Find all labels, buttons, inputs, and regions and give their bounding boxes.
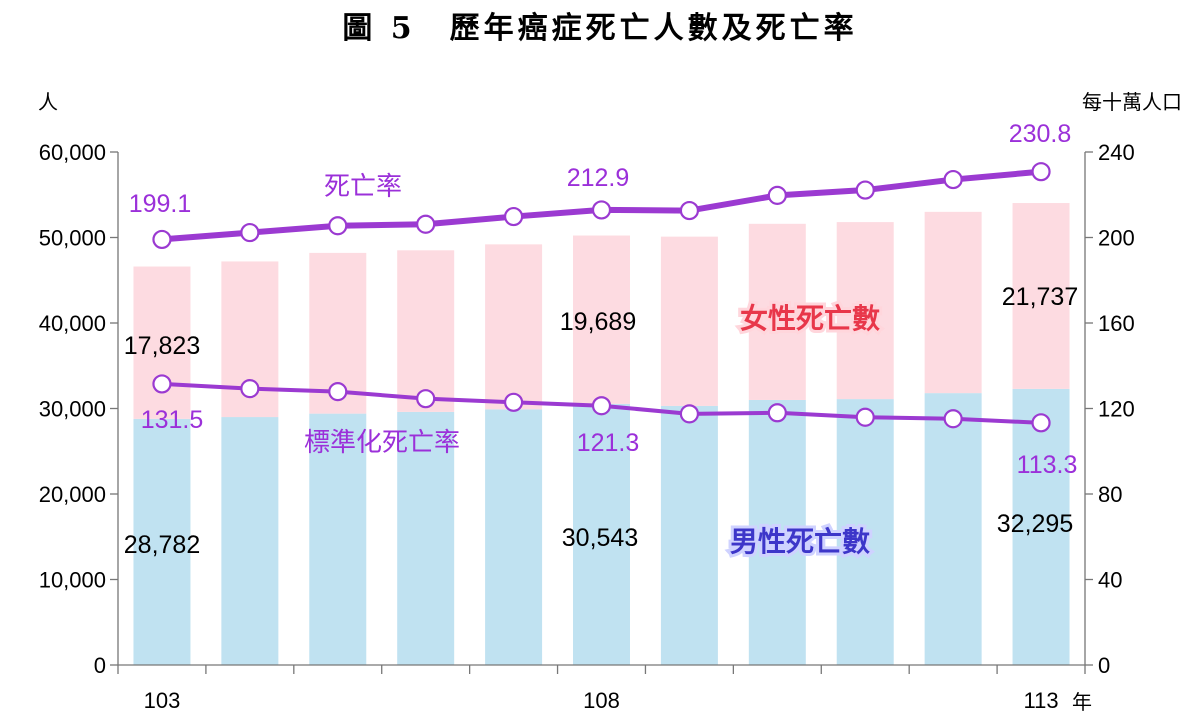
bars-layer (133, 203, 1070, 665)
rate-marker (679, 200, 700, 221)
male-bar (1012, 388, 1070, 665)
std-rate-marker (943, 409, 963, 429)
female-bar (397, 250, 455, 412)
male-bar (836, 399, 894, 665)
male-bar (748, 399, 806, 665)
std-rate-data-label: 121.3 (577, 429, 640, 457)
right-tick-label: 200 (1098, 226, 1135, 251)
rate-data-label: 230.8 (1009, 120, 1072, 148)
right-tick-label: 80 (1098, 482, 1122, 507)
rate-marker (855, 180, 875, 200)
female-bar (748, 223, 806, 400)
female-bar (836, 222, 894, 400)
male-bar (924, 393, 982, 665)
rate-data-label: 212.9 (567, 164, 630, 192)
right-tick-label: 40 (1098, 568, 1122, 593)
left-tick-label: 10,000 (39, 568, 106, 593)
rate-series-label: 死亡率 (324, 172, 402, 202)
male-data-label: 30,543 (562, 524, 638, 552)
left-tick-label: 30,000 (39, 397, 106, 422)
male-data-label: 32,295 (997, 510, 1073, 538)
female-data-label: 19,689 (560, 308, 636, 336)
left-tick-label: 60,000 (39, 140, 106, 165)
std-rate-data-label: 131.5 (141, 406, 204, 434)
std-rate-data-label: 113.3 (1017, 451, 1078, 479)
left-tick-label: 50,000 (39, 226, 106, 251)
rate-marker (1031, 162, 1051, 182)
rate-marker (591, 200, 612, 220)
male-bar (485, 409, 543, 665)
right-tick-label: 160 (1098, 311, 1135, 336)
male-bar (133, 418, 191, 665)
left-tick-label: 0 (94, 653, 106, 678)
rate-marker (503, 206, 524, 227)
male-data-label: 28,782 (124, 531, 200, 559)
std-rate-marker (503, 392, 524, 412)
std-rate-marker (591, 396, 612, 416)
rate-data-label: 199.1 (129, 190, 192, 218)
std-rate-marker (416, 389, 436, 409)
rate-marker (240, 222, 260, 243)
male-bar (397, 411, 455, 665)
left-axis-unit: 人 (38, 90, 58, 114)
rate-marker (328, 216, 348, 236)
rate-marker (152, 229, 172, 250)
rate-marker (943, 169, 963, 190)
right-tick-label: 240 (1098, 140, 1135, 165)
x-tick-label: 103 (144, 688, 181, 713)
rate-marker (767, 185, 787, 205)
std-rate-marker (855, 407, 875, 427)
std-rate-series-label: 標準化死亡率 (304, 428, 460, 458)
female-series-label: 女性死亡數 (740, 302, 880, 335)
male-bar (309, 413, 367, 665)
female-data-label: 21,737 (1002, 283, 1078, 311)
male-bar (660, 405, 718, 665)
female-bar (1012, 203, 1070, 389)
right-tick-label: 0 (1098, 653, 1110, 678)
std-rate-marker (240, 379, 260, 399)
std-rate-marker (1031, 413, 1051, 433)
std-rate-marker (679, 404, 700, 424)
left-tick-label: 20,000 (39, 482, 106, 507)
female-bar (924, 211, 982, 394)
rate-marker (416, 214, 436, 234)
std-rate-marker (328, 382, 348, 402)
right-tick-label: 120 (1098, 397, 1135, 422)
x-tick-label: 108 (583, 688, 620, 713)
axes-layer: 0 10,000 20,000 30,000 40,000 50,000 60,000 0 40… (39, 140, 1135, 713)
right-axis-unit: 每十萬人口 (1082, 90, 1182, 114)
x-tick-label: 113 (1024, 688, 1059, 713)
male-bar (221, 417, 279, 665)
lines-layer (152, 162, 1051, 433)
std-rate-marker (152, 374, 172, 394)
male-bar (573, 403, 630, 665)
female-bar (660, 236, 718, 406)
female-bar (485, 244, 543, 410)
left-tick-label: 40,000 (39, 311, 106, 336)
female-bar (573, 235, 630, 404)
female-data-label: 17,823 (124, 332, 200, 360)
male-series-label: 男性死亡數 (730, 525, 870, 558)
chart-title: 圖 5 歷年癌症死亡人數及死亡率 (342, 11, 857, 46)
std-rate-marker (767, 403, 787, 423)
x-axis-unit: 年 (1072, 690, 1092, 714)
